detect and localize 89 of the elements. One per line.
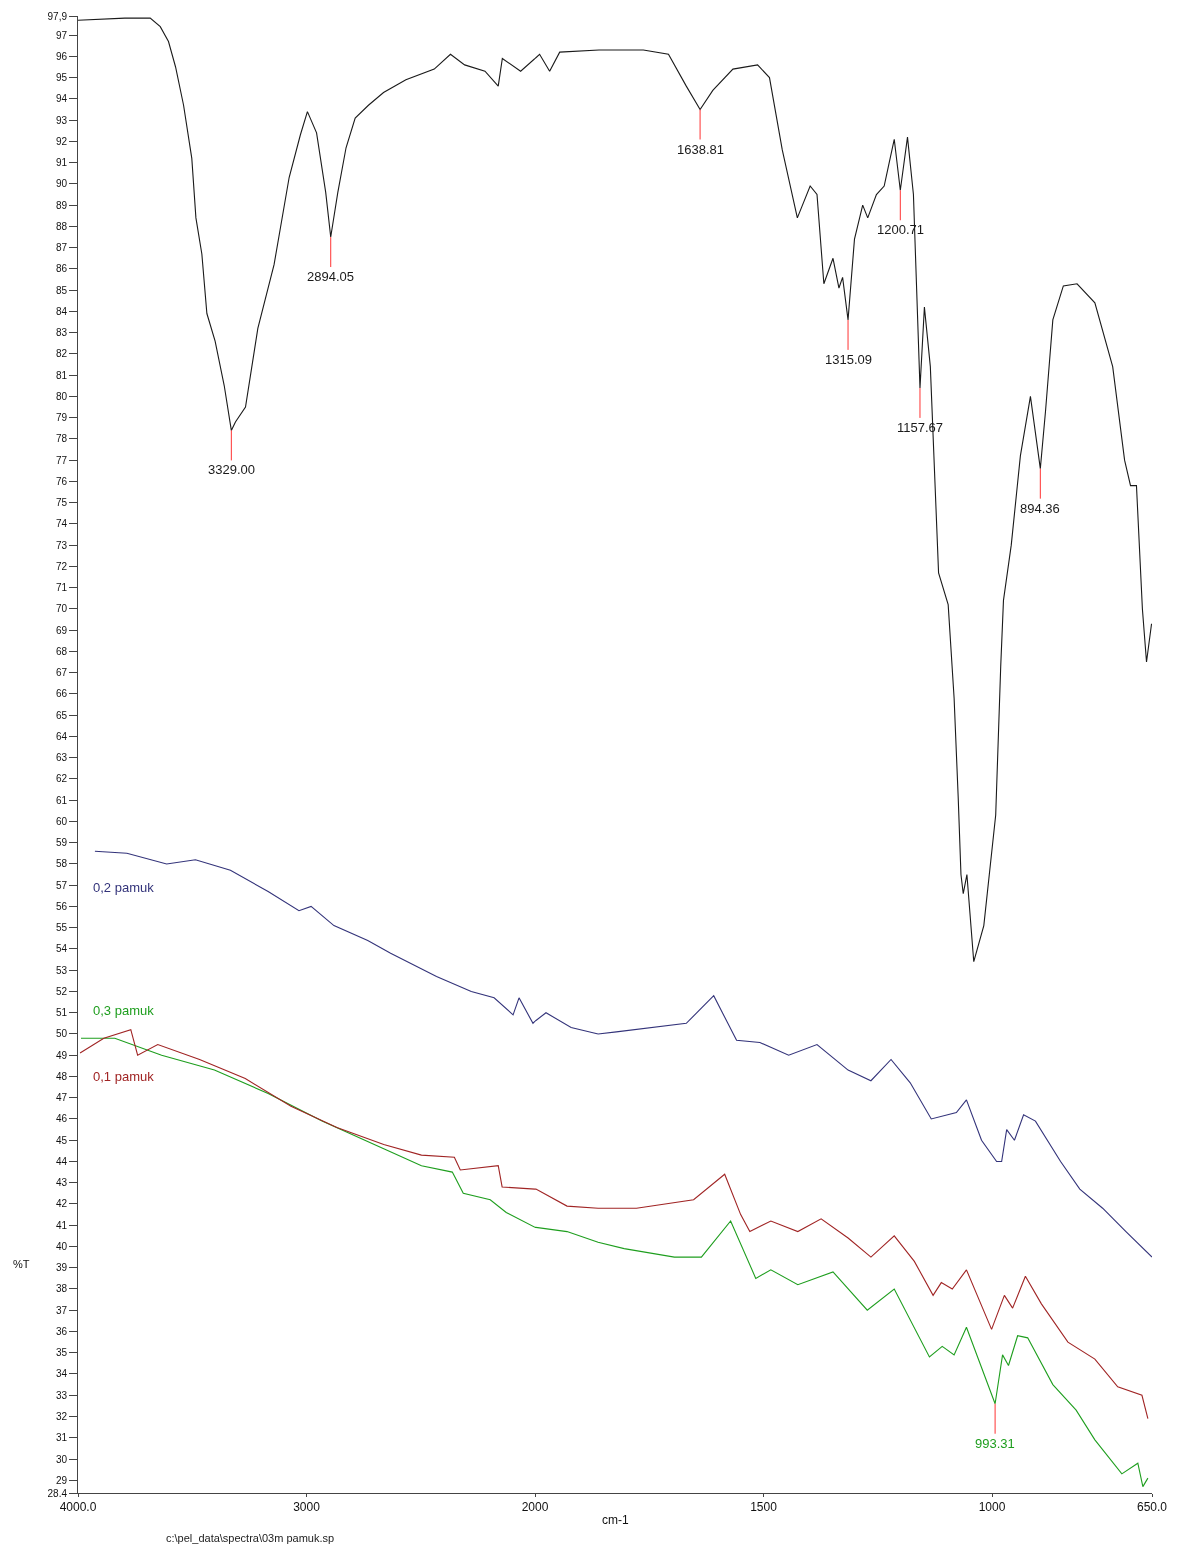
y-tick-label: 51 [55,1007,68,1019]
y-tick-label: 90 [55,178,68,190]
y-tick-label: 42 [55,1198,68,1210]
y-tick-label: 41 [55,1219,68,1231]
y-tick-label: 53 [55,964,68,976]
y-tick-label: 70 [55,603,68,615]
y-tick-label: 75 [55,497,68,509]
y-tick-label: 84 [55,305,68,317]
y-tick-label: 60 [55,815,68,827]
series-label: 0,1 pamuk [93,1069,155,1084]
annotation: 1315.09 [825,352,872,367]
y-tick-label: 44 [55,1155,68,1167]
y-tick-label: 97,9 [47,10,68,22]
y-tick-label: 71 [55,582,68,594]
annotation: 2894.05 [307,269,354,284]
y-tick-label: 67 [55,667,68,679]
y-tick-label: 81 [55,369,68,381]
y-tick-label: 78 [55,433,68,445]
y-tick-label: 29 [55,1474,68,1486]
y-tick-label: 62 [55,773,68,785]
y-tick-label: 65 [55,709,68,721]
y-tick-label: 28.4 [47,1487,68,1499]
y-tick-label: 52 [55,985,68,997]
y-tick-label: 83 [55,327,68,339]
y-tick-label: 30 [55,1453,68,1465]
y-tick-label: 74 [55,518,68,530]
y-tick-label: 73 [55,539,68,551]
y-tick-label: 48 [55,1070,68,1082]
series-label: 0,2 pamuk [93,880,155,895]
y-tick-label: 57 [55,879,68,891]
y-tick-label: 77 [55,454,68,466]
y-tick-label: 92 [55,135,68,147]
y-tick-label: 50 [55,1028,68,1040]
y-tick-label: 91 [55,157,68,169]
y-tick-label: 54 [55,943,68,955]
x-tick-label: 2000 [521,1500,549,1515]
y-tick-label: 87 [55,242,68,254]
y-tick-label: 32 [55,1410,68,1422]
y-tick-label: 46 [55,1113,68,1125]
y-tick-label: 58 [55,858,68,870]
y-tick-label: 36 [55,1325,68,1337]
y-tick-label: 43 [55,1177,68,1189]
y-tick-label: 96 [55,50,68,62]
x-tick-label: 1000 [978,1500,1006,1515]
annotation: 3329.00 [208,462,255,477]
y-tick-label: 47 [55,1092,68,1104]
y-tick-label: 38 [55,1283,68,1295]
y-tick-label: 85 [55,284,68,296]
annotation: 894.36 [1020,501,1060,516]
y-tick-label: 94 [55,93,68,105]
y-axis-title: %T [13,1258,30,1270]
y-tick-label: 39 [55,1262,68,1274]
y-tick-label: 93 [55,114,68,126]
y-tick-label: 68 [55,645,68,657]
y-tick-label: 49 [55,1049,68,1061]
y-tick-label: 86 [55,263,68,275]
y-tick-label: 88 [55,220,68,232]
y-tick-label: 76 [55,475,68,487]
text: c:\pel_data\spectra\03m pamuk.sp [166,1532,335,1544]
y-tick-label: 64 [55,730,68,742]
y-tick-label: 34 [55,1368,68,1380]
x-axis-title: cm-1 [602,1513,629,1527]
x-tick-label: 650.0 [1136,1500,1168,1515]
y-tick-label: 31 [55,1432,68,1444]
y-tick-label: 55 [55,922,68,934]
y-tick-label: 33 [55,1389,68,1401]
y-tick-label: 82 [55,348,68,360]
x-tick-label: 3000 [293,1500,321,1515]
y-tick-label: 59 [55,837,68,849]
series-label: 0,3 pamuk [93,1003,155,1018]
y-tick-label: 79 [55,412,68,424]
y-tick-label: 66 [55,688,68,700]
y-tick-label: 80 [55,390,68,402]
annotation: 1638.81 [677,142,724,157]
y-tick-label: 37 [55,1304,68,1316]
x-tick-label: 1500 [750,1500,778,1515]
y-tick-label: 45 [55,1134,68,1146]
y-tick-label: 63 [55,752,68,764]
y-tick-label: 95 [55,72,68,84]
y-tick-label: 72 [55,560,68,572]
x-tick-label: 4000.0 [59,1500,97,1515]
y-tick-label: 35 [55,1347,68,1359]
y-tick-label: 97 [55,29,68,41]
y-tick-label: 89 [55,199,68,211]
annotation: 993.31 [975,1436,1015,1451]
y-tick-label: 61 [55,794,68,806]
y-tick-label: 56 [55,900,68,912]
y-tick-label: 40 [55,1240,68,1252]
y-tick-label: 69 [55,624,68,636]
